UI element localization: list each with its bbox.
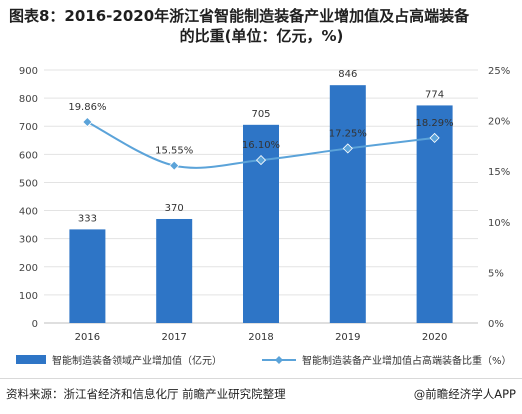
bar-value-label: 846 — [338, 69, 357, 80]
y-right-tick-label: 25% — [488, 66, 510, 77]
chart-title: 图表8：2016-2020年浙江省智能制造装备产业增加值及占高端装备 的比重(单… — [9, 6, 514, 46]
line-value-label: 19.86% — [68, 102, 106, 113]
footer-divider — [0, 378, 522, 379]
y-left-tick-label: 900 — [19, 66, 38, 77]
line-point-marker — [169, 160, 180, 171]
legend-label-line: 智能制造装备产业增加值占高端装备比重（%） — [302, 354, 512, 367]
x-tick-label: 2018 — [248, 332, 273, 343]
legend-label-bar: 智能制造装备领域产业增加值（亿元） — [52, 354, 222, 367]
legend-swatch-bar — [16, 355, 46, 364]
bar — [329, 85, 366, 324]
bar — [243, 124, 279, 323]
line-point-marker — [342, 143, 353, 154]
y-left-tick-label: 800 — [19, 94, 38, 105]
source-note: 资料来源：浙江省经济和信息化厅 前瞻产业研究院整理 — [6, 387, 286, 401]
x-tick-label: 2020 — [422, 332, 447, 343]
y-right-tick-label: 10% — [488, 218, 510, 229]
line-point-marker — [255, 155, 267, 166]
legend-swatch-marker — [275, 356, 283, 364]
y-left-tick-label: 500 — [19, 178, 38, 189]
bar-value-label: 333 — [78, 213, 97, 224]
chart-title-line-1: 图表8：2016-2020年浙江省智能制造装备产业增加值及占高端装备 — [9, 7, 470, 25]
y-left-tick-label: 600 — [19, 150, 38, 161]
line-value-label: 17.25% — [329, 128, 367, 139]
line-point-marker — [82, 116, 93, 128]
bar-value-label: 774 — [425, 89, 444, 100]
y-right-tick-label: 20% — [488, 117, 510, 128]
y-right-tick-label: 5% — [488, 268, 504, 279]
footer: 资料来源：浙江省经济和信息化厅 前瞻产业研究院整理 @前瞻经济学人APP — [6, 386, 516, 406]
chart-title-line-2: 的比重(单位：亿元，%) — [179, 27, 344, 45]
y-left-tick-label: 100 — [19, 291, 38, 302]
x-tick-label: 2017 — [161, 332, 186, 343]
y-left-tick-label: 400 — [19, 207, 38, 218]
x-tick-label: 2019 — [335, 332, 360, 343]
y-right-tick-label: 0% — [488, 319, 504, 330]
y-left-tick-label: 0 — [32, 319, 38, 330]
combo-chart: 0 100 200 300 400 500 600 700 800 900 0% 5% 10% 15% 20… — [16, 66, 512, 367]
y-left-tick-label: 300 — [19, 235, 38, 246]
bar-value-label: 705 — [251, 109, 270, 120]
y-left-tick-label: 700 — [19, 122, 38, 133]
x-tick-label: 2016 — [75, 332, 100, 343]
y-left-tick-label: 200 — [19, 263, 38, 274]
bar — [69, 229, 106, 323]
bar — [156, 218, 193, 323]
line-value-label: 18.29% — [416, 118, 454, 129]
y-right-tick-label: 15% — [488, 167, 510, 178]
line-value-label: 16.10% — [242, 140, 280, 151]
brand-credit: @前瞻经济学人APP — [413, 387, 516, 401]
line-value-label: 15.55% — [155, 146, 193, 157]
line-point-marker — [429, 132, 440, 143]
bar-value-label: 370 — [165, 203, 184, 214]
